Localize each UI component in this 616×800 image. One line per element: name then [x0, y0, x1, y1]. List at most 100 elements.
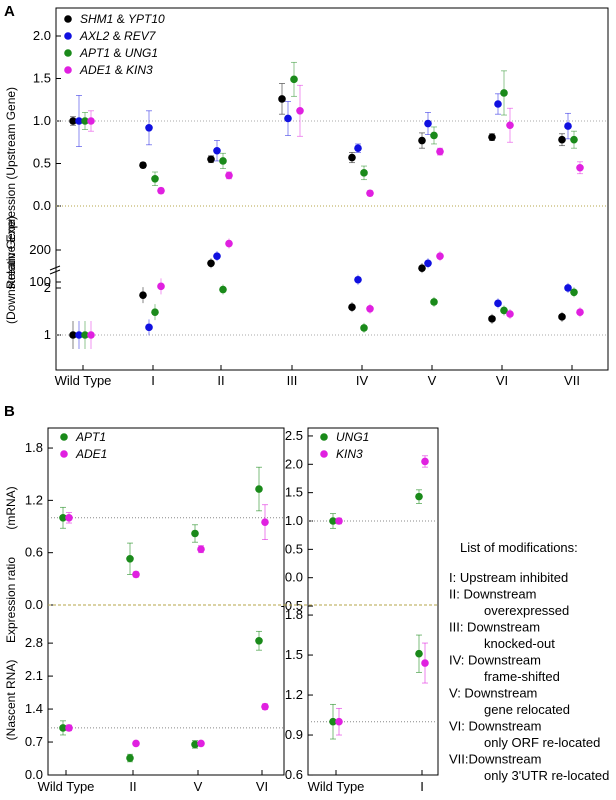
- panel-a-ylabel-upper: Relative Expression (Upstream Gene): [4, 87, 18, 289]
- b-b-right-mrna-ytick-label-6: 2.5: [285, 428, 303, 443]
- a-upper-point-apt1-6: [500, 89, 508, 97]
- modification-line-10: only ORF re-located: [484, 735, 600, 750]
- a-lower-point-ypt10-2: [207, 259, 215, 268]
- a-lower-point-ypt10-6: [488, 315, 496, 323]
- b-b-right-nascent-point-ung1-1: [415, 649, 423, 658]
- a-legend-gene1-1: AXL2: [79, 29, 110, 43]
- a-upper-point-axl2-0: [75, 117, 83, 125]
- a-upper-ytick-label-1: 0.5: [33, 156, 51, 171]
- a-lower-point-kin3-2: [225, 239, 233, 248]
- b-b-right-nascent-ytick-label-2: 1.2: [285, 687, 303, 702]
- a-upper-point-ade1-1: [157, 186, 165, 195]
- a-lower-point-kin3-4: [366, 304, 374, 313]
- a-upper-point-ade1-0: [87, 117, 95, 125]
- a-lower-point-kin3-5: [436, 252, 444, 260]
- b-b-right-nascent-point-kin3-0: [335, 717, 343, 726]
- a-upper-point-axl2-1: [145, 124, 153, 132]
- a-lower-point-ypt10-1: [139, 291, 147, 299]
- panel-b-right-frame: [307, 427, 439, 776]
- modification-line-11: VII:Downstream: [449, 752, 541, 767]
- b-b-right-nascent-ytick-label-3: 1.5: [285, 647, 303, 662]
- b-b-left-mrna-point-apt1-0: [59, 514, 67, 522]
- a-lower-point-ypt10-7: [558, 313, 566, 321]
- a-upper-point-shm1-7: [558, 135, 566, 144]
- a-xtick-label-wild-type: Wild Type: [55, 373, 112, 388]
- a-legend-amp-1: &: [109, 29, 124, 43]
- b-left-xtick-label-v: V: [194, 779, 203, 794]
- b-b-right-mrna-point-ung1-1: [415, 492, 423, 501]
- modification-line-4: knocked-out: [484, 636, 555, 651]
- a-xtick-label-i: I: [151, 373, 155, 388]
- panel-a-x-axis: Wild Type I II III IV V VI VII: [55, 365, 580, 388]
- a-upper-point-shm1-4: [348, 153, 356, 162]
- a-upper-point-axl2-7: [564, 122, 572, 130]
- a-lower-point-ung1-1: [151, 308, 159, 316]
- a-legend-entry-1: AXL2 & REV7: [79, 29, 157, 43]
- b-b-right-mrna-point-kin3-1: [421, 457, 429, 466]
- a-upper-point-ade1-7: [576, 163, 584, 172]
- a-upper-point-axl2-2: [213, 146, 221, 155]
- panel-b-plots: 0.0 0.6 1.2 1.8 0.0 0.7 1.4 2.1 2.8 -0.5 0.0 0.5 1.0…: [25, 428, 438, 794]
- modification-line-9: VI: Downstream: [449, 719, 541, 734]
- a-legend-entry-0: SHM1 & YPT10: [80, 12, 165, 26]
- b-b-right-mrna-point-ung1-0: [329, 517, 337, 525]
- b-b-right-mrna-point-kin3-0: [335, 517, 343, 525]
- a-lower-ytick-label-0: 1: [44, 327, 51, 342]
- b-b-left-mrna-point-ade1-3: [261, 518, 269, 526]
- b-b-right-nascent-point-ung1-0: [329, 717, 337, 726]
- modification-line-6: frame-shifted: [484, 669, 560, 684]
- a-xtick-label-vi: VI: [496, 373, 508, 388]
- panel-b-left-frame: [47, 427, 285, 776]
- b-b-left-mrna-point-apt1-3: [255, 485, 263, 493]
- a-upper-point-shm1-2: [207, 155, 215, 164]
- a-lower-point-rev7-6: [494, 299, 502, 308]
- a-xtick-label-iv: IV: [356, 373, 369, 388]
- b-b-right-nascent-ytick-label-4: 1.8: [285, 607, 303, 622]
- b-b-right-nascent-ytick-label-1: 0.9: [285, 727, 303, 742]
- a-lower-point-ypt10-4: [348, 303, 356, 311]
- panel-b-legends: APT1 ADE1 UNG1 KIN3: [60, 430, 369, 461]
- a-upper-ytick-label-3: 1.5: [33, 71, 51, 86]
- a-xtick-label-vii: VII: [564, 373, 580, 388]
- b-b-left-nascent-point-apt1-3: [255, 636, 263, 645]
- b-b-left-nascent-point-apt1-1: [126, 754, 134, 762]
- a-upper-point-ade1-2: [225, 171, 233, 180]
- b-b-left-nascent-ytick-label-4: 2.8: [25, 635, 43, 650]
- b-b-left-nascent-point-ade1-1: [132, 739, 140, 748]
- modification-line-7: V: Downstream: [449, 686, 537, 701]
- a-legend-gene2-2: UNG1: [125, 46, 158, 60]
- a-upper-point-shm1-1: [139, 161, 147, 169]
- a-lower-point-ung1-4: [360, 324, 368, 332]
- a-upper-ytick-label-4: 2.0: [33, 28, 51, 43]
- a-upper-point-apt1-3: [290, 75, 298, 84]
- a-upper-point-apt1-2: [219, 157, 227, 165]
- a-upper-point-shm1-0: [69, 117, 77, 125]
- b-b-left-mrna-point-ade1-1: [132, 570, 140, 579]
- a-lower-point-rev7-4: [354, 275, 362, 284]
- b-right-legend-label-0: UNG1: [336, 430, 369, 444]
- panel-b-ylabel-mrna: (mRNA): [4, 486, 18, 529]
- panel-a-label: A: [4, 3, 15, 20]
- a-legend-gene1-2: APT1: [79, 46, 110, 60]
- modification-line-8: gene relocated: [484, 702, 570, 717]
- a-legend-marker-3: [64, 66, 72, 74]
- a-legend-gene1-0: SHM1: [80, 12, 113, 26]
- b-b-right-mrna-ytick-label-5: 2.0: [285, 456, 303, 471]
- a-xtick-label-ii: II: [217, 373, 224, 388]
- b-b-left-nascent-point-apt1-2: [191, 740, 199, 749]
- a-lower-point-ypt10-0: [69, 331, 77, 339]
- a-legend-gene2-0: YPT10: [128, 12, 165, 26]
- a-legend-gene1-3: ADE1: [79, 63, 111, 77]
- a-lower-point-ung1-2: [219, 285, 227, 294]
- a-xtick-label-v: V: [428, 373, 437, 388]
- b-b-right-mrna-ytick-label-4: 1.5: [285, 485, 303, 500]
- panel-a-upper-plot: 0.0 0.5 1.0 1.5 2.0: [33, 28, 608, 213]
- a-upper-point-shm1-3: [278, 95, 286, 103]
- b-b-right-mrna-ytick-label-2: 0.5: [285, 541, 303, 556]
- a-upper-point-axl2-4: [354, 144, 362, 152]
- b-b-right-nascent-point-kin3-1: [421, 659, 429, 667]
- panel-a-legend: SHM1 & YPT10 AXL2 & REV7 APT1 & UNG1 ADE1 &…: [64, 12, 165, 77]
- b-b-left-nascent-ytick-label-0: 0.0: [25, 767, 43, 782]
